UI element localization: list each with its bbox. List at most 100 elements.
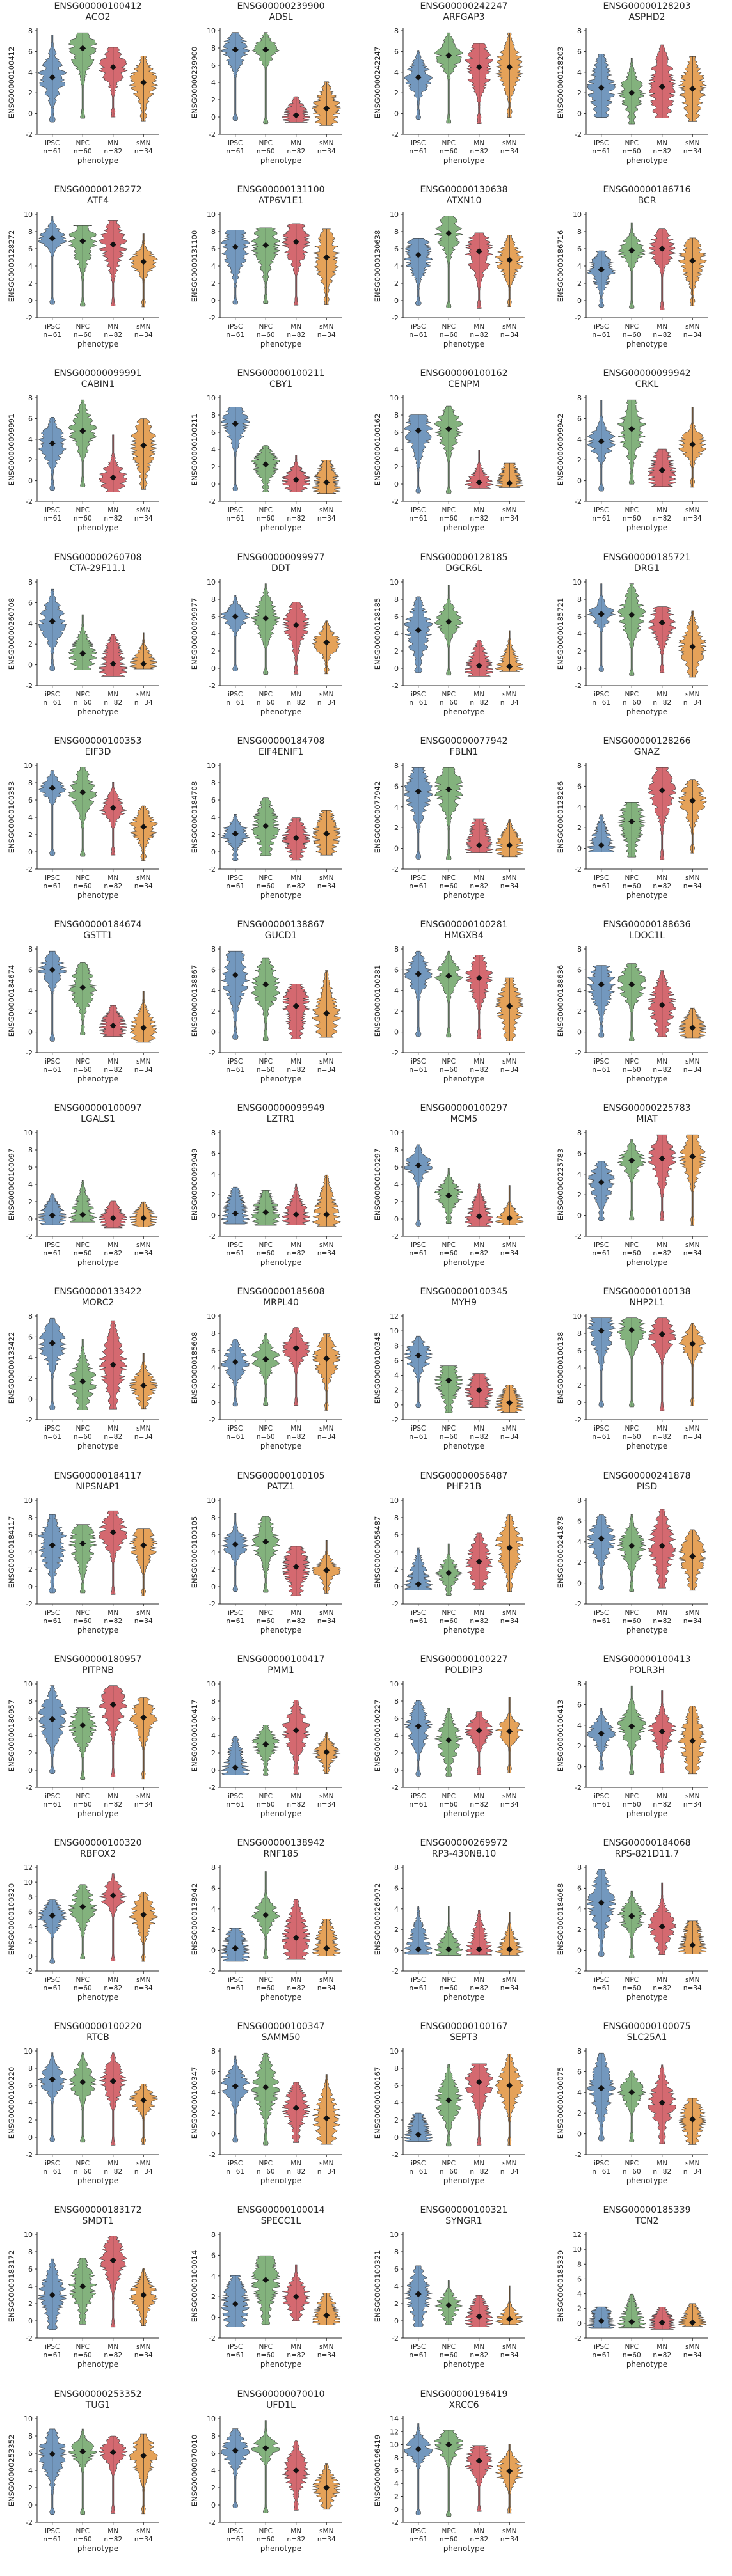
subplot-title: ENSG00000100097 bbox=[54, 1103, 141, 1113]
y-tick-label: 8 bbox=[394, 1864, 399, 1872]
median-marker bbox=[79, 427, 86, 434]
median-marker bbox=[415, 2131, 422, 2138]
count-label-npc: n=60 bbox=[74, 1617, 92, 1625]
x-axis-label: phenotype bbox=[77, 1074, 118, 1083]
y-tick-label: 10 bbox=[207, 210, 216, 219]
subplot-title: ENSG00000100167 bbox=[420, 2022, 507, 2032]
x-tick-label-npc: NPC bbox=[259, 1425, 273, 1433]
y-tick-label: 6 bbox=[394, 966, 399, 974]
count-label-smn: n=34 bbox=[134, 1066, 153, 1074]
x-axis-label: phenotype bbox=[77, 1626, 118, 1635]
y-tick-label: 0 bbox=[577, 1399, 582, 1407]
y-tick-label: -2 bbox=[575, 2151, 582, 2159]
x-tick-label-mn: MN bbox=[290, 691, 301, 698]
count-label-ipsc: n=61 bbox=[409, 515, 427, 522]
median-marker bbox=[415, 74, 422, 81]
x-tick-label-mn: MN bbox=[473, 874, 484, 882]
x-tick-label-npc: NPC bbox=[259, 1976, 273, 1984]
y-tick-label: 4 bbox=[394, 987, 399, 995]
subplot-title: ENSG00000260708 bbox=[54, 553, 141, 563]
x-axis-label: phenotype bbox=[260, 1993, 301, 2002]
median-marker bbox=[415, 1945, 422, 1952]
y-tick-label: 10 bbox=[390, 1327, 399, 1335]
y-tick-label: 4 bbox=[394, 446, 399, 454]
subplot-title: ENSG00000100138 bbox=[603, 1287, 690, 1297]
y-tick-label: 8 bbox=[577, 1330, 582, 1338]
count-label-smn: n=34 bbox=[500, 883, 519, 890]
y-tick-label: 4 bbox=[394, 1548, 399, 1557]
count-label-ipsc: n=61 bbox=[226, 1984, 244, 1992]
count-label-smn: n=34 bbox=[317, 515, 336, 522]
y-axis-label: ENSG00000100227 bbox=[373, 1700, 382, 1772]
median-marker bbox=[232, 1945, 239, 1952]
x-tick-label-mn: MN bbox=[656, 691, 667, 698]
y-tick-label: -2 bbox=[575, 865, 582, 874]
x-tick-label-ipsc: iPSC bbox=[411, 507, 426, 514]
median-marker bbox=[323, 2115, 330, 2122]
y-tick-label: 0 bbox=[394, 2133, 399, 2142]
median-marker bbox=[445, 618, 452, 625]
x-axis-label: phenotype bbox=[443, 2360, 484, 2369]
x-tick-label-npc: NPC bbox=[259, 2343, 273, 2351]
subplot-title: ENSG00000128272 bbox=[54, 185, 141, 195]
x-tick-label-smn: sMN bbox=[502, 2160, 516, 2167]
x-tick-label-smn: sMN bbox=[319, 1241, 333, 1249]
y-tick-label: 2 bbox=[577, 1381, 582, 1390]
count-label-ipsc: n=61 bbox=[409, 331, 427, 339]
x-tick-label-npc: NPC bbox=[259, 323, 273, 331]
y-axis-label: ENSG00000100353 bbox=[7, 781, 16, 854]
x-tick-label-ipsc: iPSC bbox=[411, 2160, 426, 2167]
y-tick-label: 2 bbox=[577, 1191, 582, 1199]
count-label-npc: n=60 bbox=[440, 1066, 458, 1074]
y-axis-label: ENSG00000100138 bbox=[556, 1332, 565, 1404]
y-tick-label: 0 bbox=[394, 845, 399, 853]
x-tick-label-ipsc: iPSC bbox=[45, 2527, 60, 2535]
y-tick-label: 8 bbox=[211, 228, 216, 236]
x-tick-label-smn: sMN bbox=[136, 874, 150, 882]
subplot-subtitle: PHF21B bbox=[447, 1482, 481, 1492]
y-tick-label: 4 bbox=[211, 2467, 216, 2475]
y-tick-label: 2 bbox=[577, 2109, 582, 2117]
x-tick-label-npc: NPC bbox=[259, 1609, 273, 1617]
y-tick-label: 4 bbox=[577, 1364, 582, 1372]
y-tick-label: -2 bbox=[575, 1232, 582, 1241]
y-tick-label: -2 bbox=[392, 498, 399, 506]
count-label-ipsc: n=61 bbox=[592, 148, 610, 155]
count-label-smn: n=34 bbox=[500, 2168, 519, 2176]
y-axis-label: ENSG00000180957 bbox=[7, 1700, 16, 1772]
subplot-pisd: ENSG00000241878PISDENSG00000241878-20246… bbox=[556, 1471, 708, 1635]
y-tick-label: 0 bbox=[28, 1028, 33, 1037]
x-tick-label-npc: NPC bbox=[625, 139, 639, 147]
x-tick-label-mn: MN bbox=[290, 507, 301, 514]
y-tick-label: 2 bbox=[394, 2493, 399, 2501]
y-tick-label: 2 bbox=[28, 89, 33, 97]
count-label-npc: n=60 bbox=[257, 515, 275, 522]
y-tick-label: 0 bbox=[28, 848, 33, 856]
median-marker bbox=[598, 981, 605, 988]
y-tick-label: 4 bbox=[394, 1372, 399, 1380]
subplot-title: ENSG00000184708 bbox=[237, 736, 324, 746]
count-label-smn: n=34 bbox=[500, 148, 519, 155]
y-tick-label: 12 bbox=[573, 2231, 582, 2239]
subplot-subtitle: RP3-430N8.10 bbox=[432, 1849, 497, 1859]
y-axis-label: ENSG00000239900 bbox=[190, 47, 199, 119]
median-marker bbox=[628, 1543, 635, 1550]
x-tick-label-ipsc: iPSC bbox=[228, 2160, 243, 2167]
x-tick-label-ipsc: iPSC bbox=[228, 1241, 243, 1249]
x-tick-label-npc: NPC bbox=[76, 1976, 90, 1984]
x-tick-label-smn: sMN bbox=[502, 139, 516, 147]
x-tick-label-npc: NPC bbox=[625, 2343, 639, 2351]
count-label-mn: n=82 bbox=[104, 699, 122, 707]
x-tick-label-smn: sMN bbox=[502, 2343, 516, 2351]
median-marker bbox=[262, 2444, 269, 2451]
subplot-subtitle: GNAZ bbox=[634, 747, 660, 757]
median-marker bbox=[689, 1153, 696, 1160]
x-tick-label-ipsc: iPSC bbox=[228, 874, 243, 882]
median-marker bbox=[506, 63, 513, 70]
count-label-npc: n=60 bbox=[440, 1250, 458, 1257]
y-axis-label: ENSG00000184117 bbox=[7, 1516, 16, 1589]
y-tick-label: 2 bbox=[28, 1566, 33, 1574]
count-label-mn: n=82 bbox=[470, 515, 488, 522]
subplot-tug1: ENSG00000253352TUG1ENSG00000253352-20246… bbox=[7, 2389, 159, 2553]
x-tick-label-npc: NPC bbox=[76, 2527, 90, 2535]
